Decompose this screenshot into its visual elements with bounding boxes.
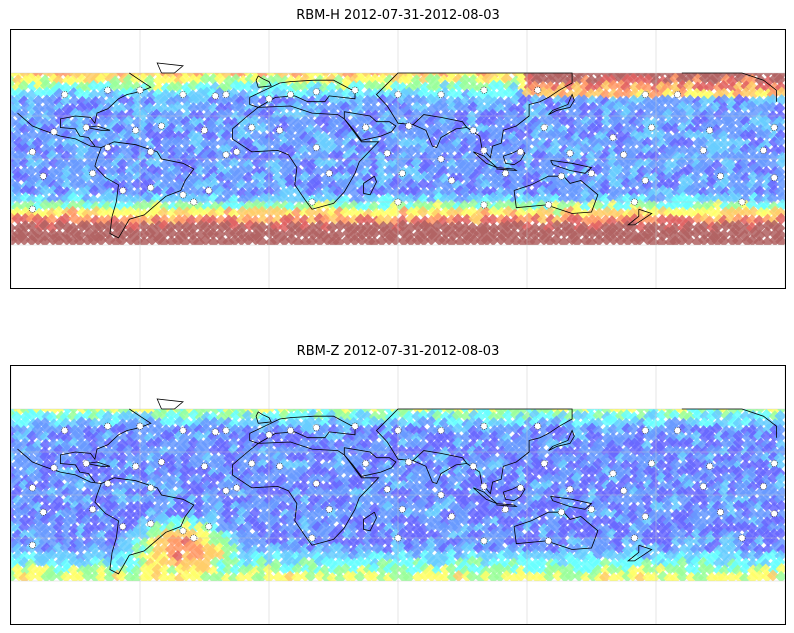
panel-title-rbm-z: RBM-Z 2012-07-31-2012-08-03 xyxy=(296,344,500,359)
map-canvas-rbm-z xyxy=(11,366,785,624)
data-field xyxy=(11,401,785,585)
map-panel-rbm-h xyxy=(10,29,786,289)
coastlines xyxy=(17,398,777,575)
panel-title-rbm-h: RBM-H 2012-07-31-2012-08-03 xyxy=(296,8,500,23)
map-panel-rbm-z xyxy=(10,365,786,625)
map-canvas-rbm-h xyxy=(11,30,785,288)
station-markers xyxy=(28,86,778,213)
coastlines xyxy=(17,62,777,239)
